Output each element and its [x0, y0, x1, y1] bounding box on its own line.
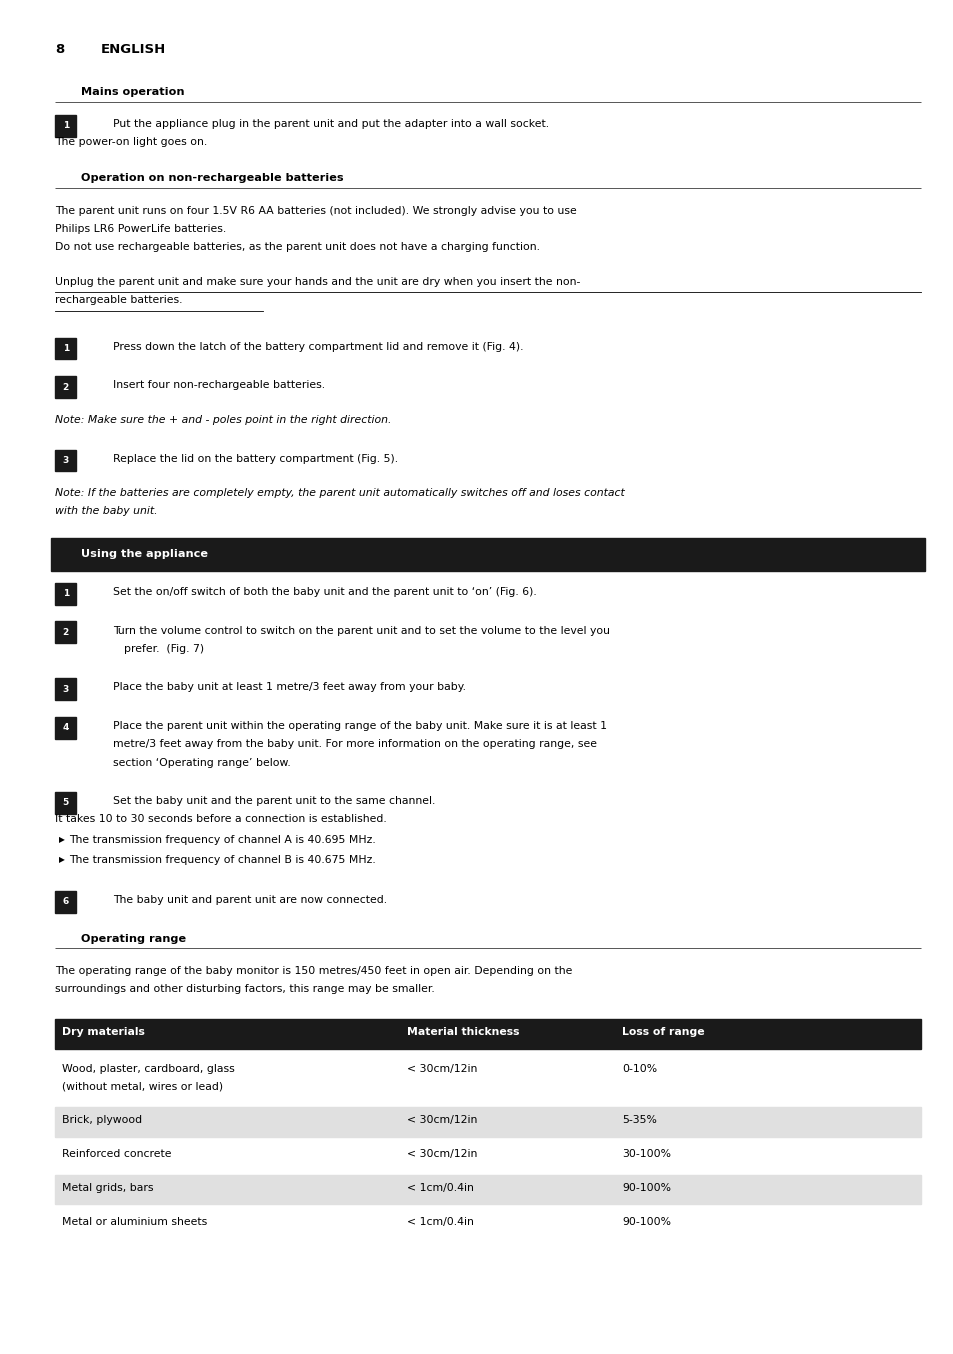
Text: 3: 3	[63, 456, 69, 464]
Bar	[55, 1055, 920, 1102]
Text: ▶: ▶	[59, 854, 65, 864]
Text: Mains operation: Mains operation	[81, 87, 184, 96]
Text: Note: If the batteries are completely empty, the parent unit automatically switc: Note: If the batteries are completely em…	[55, 487, 624, 498]
Text: 5: 5	[63, 799, 69, 807]
Text: The power-on light goes on.: The power-on light goes on.	[55, 137, 208, 148]
Text: The operating range of the baby monitor is 150 metres/450 feet in open air. Depe: The operating range of the baby monitor …	[55, 965, 572, 976]
Bar	[51, 538, 924, 570]
Text: 2: 2	[63, 628, 69, 636]
Text: Replace the lid on the battery compartment (Fig. 5).: Replace the lid on the battery compartme…	[112, 454, 397, 463]
Text: with the baby unit.: with the baby unit.	[55, 506, 158, 516]
Bar	[55, 1174, 920, 1204]
Text: It takes 10 to 30 seconds before a connection is established.: It takes 10 to 30 seconds before a conne…	[55, 814, 387, 825]
Text: Material thickness: Material thickness	[407, 1026, 519, 1037]
Text: 3: 3	[63, 685, 69, 693]
Text: 30-100%: 30-100%	[621, 1148, 670, 1159]
Text: 0-10%: 0-10%	[621, 1063, 657, 1074]
Bar	[55, 1140, 920, 1170]
Text: Dry materials: Dry materials	[62, 1026, 145, 1037]
Bar	[55, 450, 76, 471]
Text: 6: 6	[63, 898, 69, 906]
Text: < 30cm/12in: < 30cm/12in	[407, 1114, 477, 1125]
Text: 4: 4	[63, 723, 69, 733]
Text: Philips LR6 PowerLife batteries.: Philips LR6 PowerLife batteries.	[55, 223, 227, 234]
Text: Press down the latch of the battery compartment lid and remove it (Fig. 4).: Press down the latch of the battery comp…	[112, 341, 522, 352]
Bar	[55, 115, 76, 137]
Bar	[55, 582, 76, 604]
Text: Turn the volume control to switch on the parent unit and to set the volume to th: Turn the volume control to switch on the…	[112, 626, 609, 635]
Text: Set the on/off switch of both the baby unit and the parent unit to ‘on’ (Fig. 6): Set the on/off switch of both the baby u…	[112, 586, 536, 597]
Text: metre/3 feet away from the baby unit. For more information on the operating rang: metre/3 feet away from the baby unit. Fo…	[112, 739, 596, 749]
Text: < 1cm/0.4in: < 1cm/0.4in	[407, 1182, 474, 1193]
Text: Using the appliance: Using the appliance	[81, 548, 208, 559]
Text: ENGLISH: ENGLISH	[101, 43, 166, 57]
Text: 1: 1	[63, 122, 69, 130]
Text: < 1cm/0.4in: < 1cm/0.4in	[407, 1216, 474, 1227]
Text: 90-100%: 90-100%	[621, 1182, 670, 1193]
Text: Insert four non-rechargeable batteries.: Insert four non-rechargeable batteries.	[112, 380, 324, 390]
Text: 5-35%: 5-35%	[621, 1114, 657, 1125]
Bar	[55, 1018, 920, 1048]
Text: Metal grids, bars: Metal grids, bars	[62, 1182, 153, 1193]
Bar	[55, 1106, 920, 1136]
Text: < 30cm/12in: < 30cm/12in	[407, 1148, 477, 1159]
Text: Place the baby unit at least 1 metre/3 feet away from your baby.: Place the baby unit at least 1 metre/3 f…	[112, 682, 465, 692]
Text: The baby unit and parent unit are now connected.: The baby unit and parent unit are now co…	[112, 895, 386, 904]
Text: Do not use rechargeable batteries, as the parent unit does not have a charging f: Do not use rechargeable batteries, as th…	[55, 242, 539, 252]
Text: Unplug the parent unit and make sure your hands and the unit are dry when you in: Unplug the parent unit and make sure you…	[55, 276, 580, 287]
Bar	[55, 792, 76, 814]
Text: Wood, plaster, cardboard, glass: Wood, plaster, cardboard, glass	[62, 1063, 234, 1074]
Text: The transmission frequency of channel A is 40.695 MHz.: The transmission frequency of channel A …	[69, 835, 375, 845]
Text: Loss of range: Loss of range	[621, 1026, 704, 1037]
Bar	[55, 621, 76, 643]
Bar	[55, 716, 76, 738]
Text: Brick, plywood: Brick, plywood	[62, 1114, 142, 1125]
Text: Operating range: Operating range	[81, 933, 186, 944]
Text: 1: 1	[63, 344, 69, 353]
Text: The parent unit runs on four 1.5V R6 AA batteries (not included). We strongly ad: The parent unit runs on four 1.5V R6 AA …	[55, 206, 577, 215]
Bar	[55, 891, 76, 913]
Text: < 30cm/12in: < 30cm/12in	[407, 1063, 477, 1074]
Text: Set the baby unit and the parent unit to the same channel.: Set the baby unit and the parent unit to…	[112, 796, 435, 806]
Text: Put the appliance plug in the parent unit and put the adapter into a wall socket: Put the appliance plug in the parent uni…	[112, 119, 548, 129]
Bar	[55, 1208, 920, 1238]
Text: 90-100%: 90-100%	[621, 1216, 670, 1227]
Text: rechargeable batteries.: rechargeable batteries.	[55, 295, 183, 305]
Text: Operation on non-rechargeable batteries: Operation on non-rechargeable batteries	[81, 173, 343, 183]
Bar	[55, 376, 76, 398]
Text: The transmission frequency of channel B is 40.675 MHz.: The transmission frequency of channel B …	[69, 854, 375, 865]
Text: ▶: ▶	[59, 835, 65, 845]
Text: Note: Make sure the + and - poles point in the right direction.: Note: Make sure the + and - poles point …	[55, 414, 392, 425]
Text: section ‘Operating range’ below.: section ‘Operating range’ below.	[112, 757, 290, 768]
Text: 1: 1	[63, 589, 69, 598]
Text: Metal or aluminium sheets: Metal or aluminium sheets	[62, 1216, 207, 1227]
Bar	[55, 337, 76, 359]
Text: Reinforced concrete: Reinforced concrete	[62, 1148, 172, 1159]
Text: 8: 8	[55, 43, 65, 57]
Bar	[55, 678, 76, 700]
Text: Place the parent unit within the operating range of the baby unit. Make sure it : Place the parent unit within the operati…	[112, 720, 606, 731]
Text: prefer.  (Fig. 7): prefer. (Fig. 7)	[124, 643, 204, 654]
Text: surroundings and other disturbing factors, this range may be smaller.: surroundings and other disturbing factor…	[55, 984, 435, 994]
Text: (without metal, wires or lead): (without metal, wires or lead)	[62, 1082, 223, 1091]
Text: 2: 2	[63, 383, 69, 391]
